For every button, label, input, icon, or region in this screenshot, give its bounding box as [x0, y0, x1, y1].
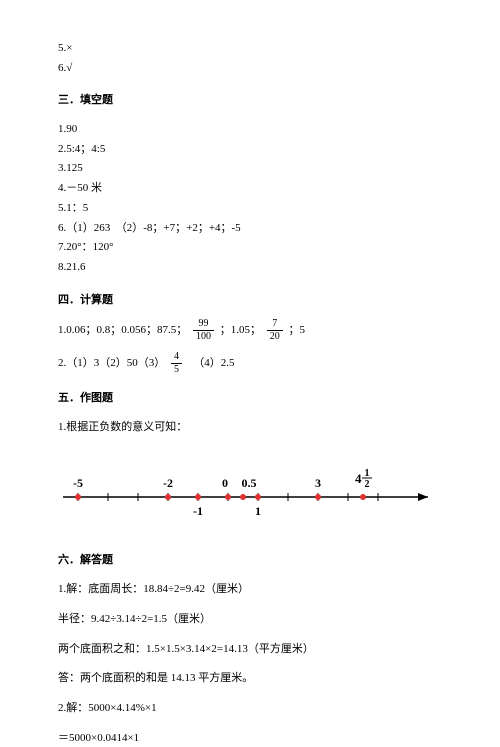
s4-q1-a: 1.0.06；0.8；0.056；87.5； [58, 324, 187, 336]
number-line-diagram: -5-2-100.513412 [58, 447, 438, 537]
s3-l4: 4.－50 米 [58, 179, 442, 198]
s4-q1-b: ；1.05； [220, 324, 261, 336]
section-4-title: 四．计算题 [58, 291, 442, 310]
s3-l5: 5.1：5 [58, 199, 442, 218]
pre-line-6: 6.√ [58, 59, 442, 78]
svg-text:3: 3 [315, 476, 321, 490]
s3-l8: 8.21.6 [58, 258, 442, 277]
s4-q2-b: （4）2.5 [188, 357, 235, 369]
s3-l7: 7.20°：120° [58, 238, 442, 257]
svg-text:2: 2 [365, 479, 370, 490]
s6-l4: 答：两个底面积的和是 14.13 平方厘米。 [58, 669, 442, 688]
svg-text:0.5: 0.5 [242, 476, 257, 490]
frac-den: 100 [193, 331, 214, 342]
s3-l1: 1.90 [58, 120, 442, 139]
s5-l1: 1.根据正负数的意义可知： [58, 418, 442, 437]
s6-l6: ＝5000×0.0414×1 [58, 729, 442, 747]
s3-l6: 6.（1）263 （2）-8；+7；+2；+4；-5 [58, 219, 442, 238]
s6-l1: 1.解：底面周长：18.84÷2=9.42（厘米） [58, 580, 442, 599]
s4-q1: 1.0.06；0.8；0.056；87.5； 99 100 ；1.05； 7 2… [58, 319, 442, 342]
s3-l2: 2.5:4；4:5 [58, 140, 442, 159]
frac-den: 5 [171, 364, 182, 375]
section-5-title: 五．作图题 [58, 389, 442, 408]
svg-text:1: 1 [255, 504, 261, 518]
s6-l2: 半径：9.42÷3.14÷2=1.5（厘米） [58, 610, 442, 629]
fraction-7-20: 7 20 [267, 319, 283, 342]
s4-q2-a: 2.（1）3（2）50（3） [58, 357, 165, 369]
frac-num: 4 [171, 352, 182, 364]
s3-l3: 3.125 [58, 159, 442, 178]
s6-l5: 2.解：5000×4.14%×1 [58, 699, 442, 718]
s4-q1-c: ；5 [289, 324, 306, 336]
frac-num: 7 [267, 319, 283, 331]
svg-text:-2: -2 [163, 476, 173, 490]
svg-text:0: 0 [222, 476, 228, 490]
frac-num: 99 [193, 319, 214, 331]
fraction-4-5: 4 5 [171, 352, 182, 375]
fraction-99-100: 99 100 [193, 319, 214, 342]
svg-text:-1: -1 [193, 504, 203, 518]
svg-text:4: 4 [355, 471, 362, 486]
s4-q2: 2.（1）3（2）50（3） 4 5 （4）2.5 [58, 352, 442, 375]
svg-text:-5: -5 [73, 476, 83, 490]
pre-line-5: 5.× [58, 39, 442, 58]
section-6-title: 六．解答题 [58, 551, 442, 570]
s6-l3: 两个底面积之和：1.5×1.5×3.14×2=14.13（平方厘米） [58, 640, 442, 659]
frac-den: 20 [267, 331, 283, 342]
section-3-title: 三．填空题 [58, 91, 442, 110]
svg-text:1: 1 [365, 468, 370, 479]
